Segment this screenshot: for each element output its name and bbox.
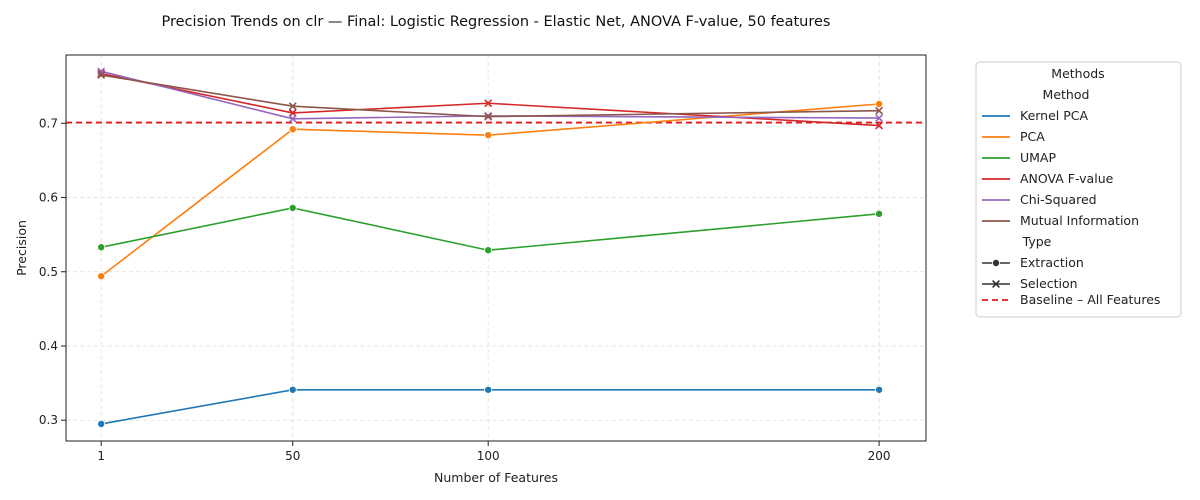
y-axis: 0.3 0.4 0.5 0.6 0.7 [39,116,66,427]
legend-baseline: Baseline – All Features [982,292,1160,307]
legend-type-marker-selection-stroke-b [992,280,1000,288]
legend-type-header: Type [1022,234,1052,249]
data-point-mutual-information [875,106,884,115]
data-point-pca [484,131,493,140]
chart-title: Precision Trends on clr — Final: Logisti… [162,14,831,30]
legend-frame [975,61,1182,318]
data-point-mutual-information [484,112,493,121]
legend-methods: Kernel PCA PCA UMAP ANOVA F-value Chi-Square… [982,108,1139,228]
data-point-chi-squared-stroke-b [288,114,297,123]
data-point-kernel-pca [484,385,493,394]
series-line-kernel-pca [101,388,880,425]
legend-type-marker-extraction [992,258,1001,267]
series-chi-squared [97,67,884,123]
x-tick-label: 50 [285,449,300,463]
legend-type-label-selection: Selection [1020,276,1078,291]
data-point-pca [288,125,297,134]
data-point-mutual-information-stroke-b [484,112,493,121]
series-line-pca [100,103,880,277]
data-point-anova-f-value-stroke-b [288,108,297,117]
data-point-chi-squared [288,114,297,123]
y-tick-label: 0.3 [39,413,58,427]
series-mutual-information [97,71,884,121]
data-point-umap [288,203,297,212]
x-axis-label: Number of Features [434,470,558,485]
series-line-mutual-information [101,74,880,118]
series-layer [97,67,884,428]
data-point-mutual-information-stroke-b [97,71,106,80]
data-point-umap [484,246,493,255]
grid [66,55,926,441]
data-point-umap [875,209,884,218]
legend-label-pca: PCA [1020,129,1045,144]
y-tick-label: 0.6 [39,191,58,205]
legend-title: Methods [1051,66,1104,81]
legend-type-label-extraction: Extraction [1020,255,1084,270]
legend-baseline-label: Baseline – All Features [1020,292,1160,307]
data-point-anova-f-value [875,121,884,130]
data-point-kernel-pca [288,385,297,394]
legend-label-umap: UMAP [1020,150,1056,165]
legend-type-marker-selection [992,280,1000,288]
data-point-anova-f-value-stroke-b [875,121,884,130]
legend-label-chi-squared: Chi-Squared [1020,192,1097,207]
data-point-mutual-information [97,71,106,80]
data-point-anova-f-value [288,108,297,117]
data-point-pca [97,272,106,281]
series-kernel-pca [97,385,884,428]
y-axis-label: Precision [14,220,29,276]
data-point-mutual-information [288,102,297,111]
series-line-umap [101,207,880,252]
series-line-chi-squared [100,70,880,120]
x-tick-label: 200 [868,449,891,463]
x-axis: 1 50 100 200 [97,441,891,463]
y-tick-label: 0.5 [39,265,58,279]
legend-types: Extraction Selection [982,255,1084,291]
data-point-umap [97,243,106,252]
y-tick-label: 0.4 [39,339,58,353]
data-point-kernel-pca [875,385,884,394]
legend: Methods Method Kernel PCA PCA UMAP ANOVA F-… [975,61,1182,318]
data-point-kernel-pca [97,419,106,428]
x-tick-label: 1 [97,449,105,463]
legend-label-mutual-information: Mutual Information [1020,213,1139,228]
legend-label-kernel-pca: Kernel PCA [1020,108,1089,123]
series-umap [97,203,884,255]
y-tick-label: 0.7 [39,116,58,130]
data-point-pca [875,99,884,108]
data-point-chi-squared-stroke-b [875,114,884,123]
data-point-chi-squared [875,114,884,123]
plot-frame [65,54,927,442]
data-point-mutual-information-stroke-b [875,106,884,115]
series-pca [97,99,884,281]
data-point-mutual-information-stroke-b [288,102,297,111]
legend-method-header: Method [1043,87,1090,102]
x-tick-label: 100 [477,449,500,463]
legend-label-anova-f-value: ANOVA F-value [1020,171,1114,186]
data-point-anova-f-value-stroke-b [484,99,493,108]
data-point-anova-f-value [484,99,493,108]
